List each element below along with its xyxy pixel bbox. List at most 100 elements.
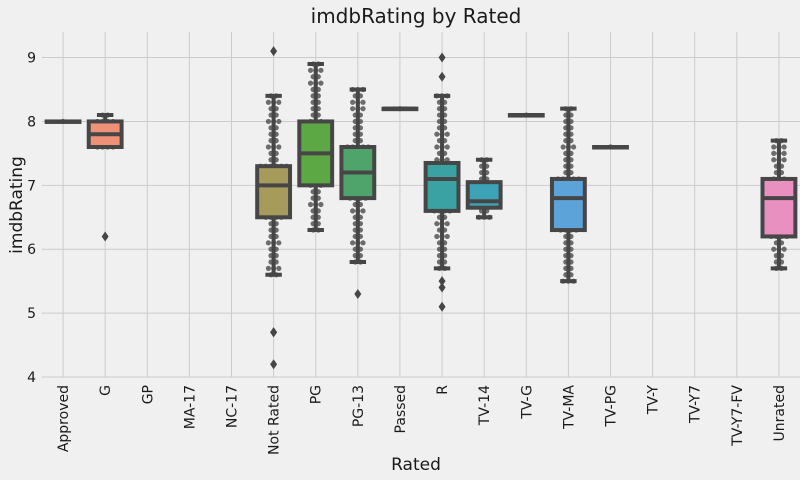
swarm-point bbox=[350, 99, 356, 105]
swarm-point bbox=[265, 265, 272, 271]
swarm-point bbox=[350, 208, 356, 214]
x-tick-label: Passed bbox=[393, 385, 409, 433]
swarm-point bbox=[570, 144, 577, 150]
outlier bbox=[438, 52, 446, 63]
swarm-point bbox=[318, 201, 324, 208]
chart-title: imdbRating by Rated bbox=[311, 4, 522, 28]
outlier bbox=[270, 327, 278, 338]
swarm-point bbox=[265, 99, 272, 105]
box-iqr bbox=[255, 164, 293, 220]
swarm-point bbox=[444, 131, 450, 137]
y-tick-labels: 4 5 6 7 8 9 bbox=[27, 51, 36, 386]
swarm-point bbox=[265, 144, 272, 150]
swarm-point bbox=[781, 144, 787, 150]
x-tick-label: GP bbox=[140, 385, 156, 404]
swarm-point bbox=[318, 67, 324, 73]
y-tick-label: 8 bbox=[27, 114, 36, 130]
x-tick-label: R bbox=[435, 385, 451, 395]
swarm-point bbox=[276, 99, 282, 105]
y-tick-label: 9 bbox=[27, 51, 36, 67]
swarm-point bbox=[771, 246, 777, 252]
swarm-point bbox=[360, 106, 366, 112]
box-Unrated bbox=[760, 138, 798, 271]
x-tick-label: TV-MA bbox=[561, 385, 577, 430]
x-tick-label: Not Rated bbox=[267, 385, 283, 455]
x-tick-label: MA-17 bbox=[182, 385, 198, 429]
swarm-point bbox=[360, 208, 366, 214]
outlier bbox=[438, 276, 446, 287]
x-tick-label: PG-13 bbox=[351, 385, 367, 427]
y-tick-label: 7 bbox=[27, 178, 36, 194]
swarm-point bbox=[560, 144, 566, 150]
swarm-point bbox=[265, 240, 272, 246]
box-iqr bbox=[423, 160, 461, 213]
swarm-point bbox=[781, 157, 787, 163]
x-tick-label: TV-Y7 bbox=[688, 385, 704, 424]
x-tick-label: PG bbox=[309, 385, 325, 404]
x-tick-label: G bbox=[98, 385, 114, 396]
swarm-point bbox=[276, 265, 282, 271]
swarm-point bbox=[307, 201, 314, 208]
swarm-point bbox=[276, 118, 282, 125]
box-TV-14 bbox=[465, 157, 503, 220]
box-iqr bbox=[760, 176, 798, 239]
outlier bbox=[438, 282, 446, 293]
x-tick-label: TV-Y7-FV bbox=[730, 385, 746, 447]
swarm-point bbox=[781, 150, 787, 156]
box-PG bbox=[297, 61, 335, 233]
swarm-point bbox=[781, 246, 787, 252]
swarm-point bbox=[434, 221, 440, 227]
outlier bbox=[438, 71, 446, 82]
box-Passed bbox=[381, 106, 419, 112]
swarm-point bbox=[434, 144, 440, 150]
y-axis-label: imdbRating bbox=[7, 156, 27, 254]
box-iqr bbox=[465, 180, 503, 210]
swarm-point bbox=[276, 144, 282, 150]
box-TV-MA bbox=[549, 106, 587, 284]
x-tick-label: TV-14 bbox=[477, 385, 493, 426]
plot-area bbox=[42, 32, 800, 377]
swarm-point bbox=[434, 131, 440, 137]
outlier bbox=[101, 231, 109, 242]
swarm-point bbox=[276, 240, 282, 246]
box-Approved bbox=[44, 119, 82, 124]
outlier bbox=[438, 301, 446, 312]
box-R bbox=[423, 52, 461, 312]
box-G bbox=[86, 113, 124, 242]
swarm-point bbox=[307, 80, 314, 86]
swarm-point bbox=[360, 99, 366, 105]
boxes bbox=[44, 46, 798, 370]
box-Not Rated bbox=[255, 46, 293, 370]
swarm-point bbox=[350, 240, 356, 246]
y-tick-label: 5 bbox=[27, 306, 36, 322]
swarm-point bbox=[265, 118, 272, 125]
box-iqr bbox=[549, 176, 587, 233]
outlier bbox=[354, 288, 362, 299]
y-tick-label: 6 bbox=[27, 242, 36, 258]
swarm-point bbox=[771, 157, 777, 163]
swarm-point bbox=[444, 233, 450, 240]
swarm-point bbox=[444, 144, 450, 150]
outlier bbox=[270, 359, 278, 370]
x-tick-labels: Approved G GP MA-17 NC-17 Not Rated PG PG-13 Pas… bbox=[56, 385, 788, 455]
swarm-point bbox=[307, 67, 314, 73]
x-tick-label: TV-G bbox=[519, 385, 535, 420]
box-TV-G bbox=[507, 113, 545, 118]
x-tick-label: TV-PG bbox=[604, 385, 620, 428]
swarm-point bbox=[360, 240, 366, 246]
swarm-point bbox=[434, 233, 440, 240]
swarm-point bbox=[350, 106, 356, 112]
x-tick-label: Unrated bbox=[772, 385, 788, 441]
x-tick-label: TV-Y bbox=[646, 385, 662, 416]
x-tick-label: Approved bbox=[56, 385, 72, 452]
swarm-point bbox=[771, 144, 777, 150]
swarm-point bbox=[318, 80, 324, 86]
swarm-point bbox=[444, 221, 450, 227]
box-TV-PG bbox=[592, 145, 629, 150]
y-tick-label: 4 bbox=[27, 370, 36, 386]
swarm-point bbox=[771, 150, 777, 156]
x-tick-label: NC-17 bbox=[225, 385, 241, 428]
outlier bbox=[270, 46, 278, 57]
box-PG-13 bbox=[339, 87, 377, 299]
